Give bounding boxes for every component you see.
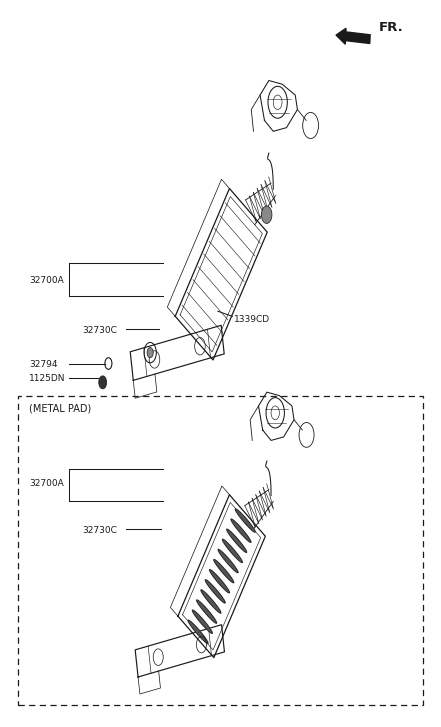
Text: 32700A: 32700A (29, 276, 64, 284)
Text: 1339CD: 1339CD (234, 316, 270, 324)
Text: 32700A: 32700A (29, 478, 64, 488)
Text: 1125DN: 1125DN (29, 374, 66, 382)
Polygon shape (235, 509, 255, 532)
Polygon shape (231, 519, 251, 542)
Polygon shape (201, 590, 221, 613)
Polygon shape (192, 610, 212, 633)
Bar (18, 396, 423, 704)
Circle shape (262, 206, 272, 223)
Polygon shape (218, 550, 238, 573)
Polygon shape (188, 620, 208, 643)
Circle shape (147, 348, 153, 358)
FancyArrow shape (336, 28, 370, 44)
Polygon shape (222, 539, 242, 563)
Circle shape (99, 376, 107, 389)
Polygon shape (209, 570, 229, 593)
Polygon shape (227, 529, 247, 553)
Polygon shape (214, 560, 234, 583)
Text: FR.: FR. (379, 21, 404, 34)
Text: (METAL PAD): (METAL PAD) (29, 403, 92, 414)
Text: 32730C: 32730C (82, 526, 117, 535)
Polygon shape (197, 600, 217, 623)
Text: 32794: 32794 (29, 360, 58, 369)
Text: 32730C: 32730C (82, 326, 117, 335)
Polygon shape (205, 579, 225, 603)
